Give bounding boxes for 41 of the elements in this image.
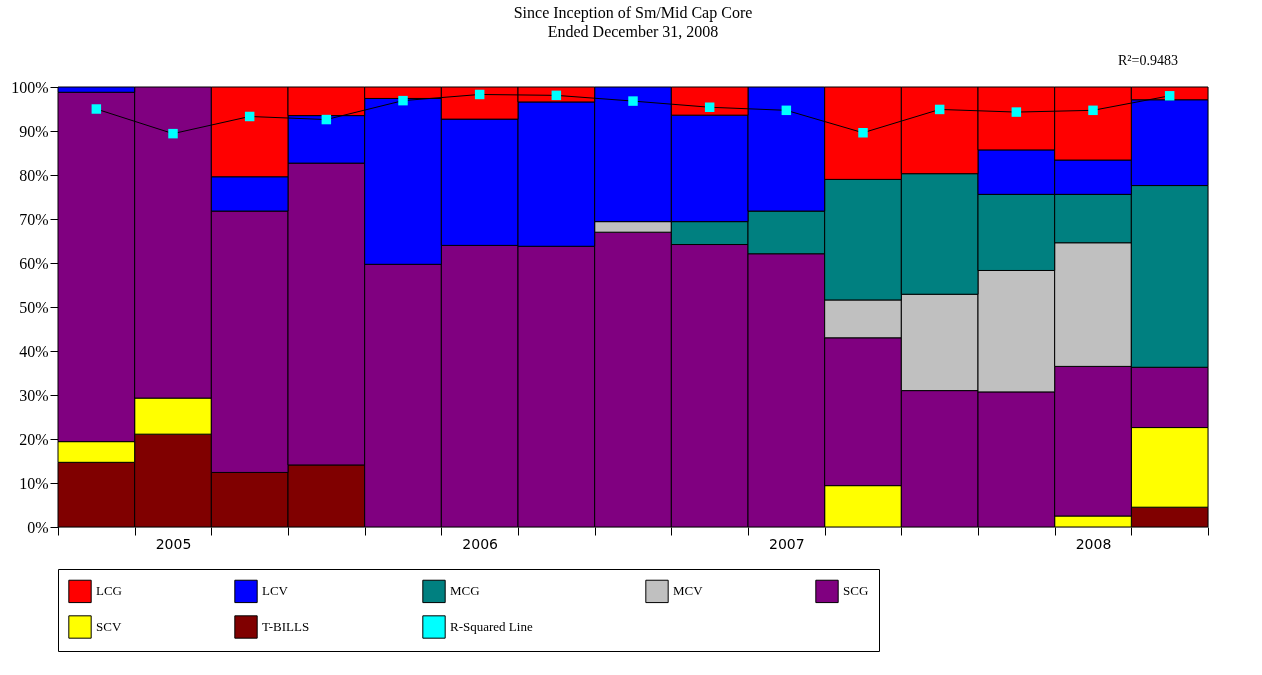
point (321, 114, 332, 125)
legend-label: SCG (843, 583, 869, 599)
y-tick-label: 0% (27, 518, 49, 536)
point (781, 105, 792, 116)
y-tick-label: 40% (19, 342, 49, 360)
y-tick-label: 10% (19, 474, 49, 492)
y-tick-label: 90% (19, 122, 49, 140)
point (1088, 105, 1098, 116)
y-tick-label: 50% (19, 298, 49, 316)
chart-subtitle: Ended December 31, 2008 (547, 23, 719, 40)
point (1164, 91, 1175, 101)
x-tick-label: 2008 (1075, 535, 1112, 552)
legend-label: SCV (96, 619, 122, 634)
y-tick-label: 20% (19, 430, 49, 448)
point (474, 89, 485, 100)
legend-label: MCG (450, 583, 480, 599)
point (628, 96, 638, 106)
x-tick-label: 2006 (462, 535, 499, 552)
point (704, 102, 715, 112)
legend-label: MCV (673, 583, 704, 599)
legend-label: R-Squared Line (450, 619, 533, 634)
y-tick-label: 60% (19, 254, 49, 272)
x-tick-label: 2007 (769, 535, 805, 552)
y-tick-label: 100% (11, 78, 49, 96)
y-tick-label: 70% (19, 210, 49, 228)
legend-label: LCG (96, 583, 122, 599)
text: R²=0.9483 (1118, 53, 1178, 68)
y-tick-label: 30% (19, 386, 49, 404)
chart-title: Since Inception of Sm/Mid Cap Core (513, 4, 753, 22)
point (168, 128, 178, 139)
point (934, 104, 945, 115)
point (858, 128, 868, 138)
point (244, 111, 255, 122)
point (1011, 107, 1022, 117)
y-tick-label: 80% (19, 166, 49, 184)
point (91, 104, 102, 114)
legend-label: T-BILLS (262, 619, 310, 634)
x-tick-label: 2005 (155, 535, 192, 552)
point (551, 90, 562, 101)
point (398, 95, 408, 106)
legend-label: LCV (262, 583, 289, 599)
